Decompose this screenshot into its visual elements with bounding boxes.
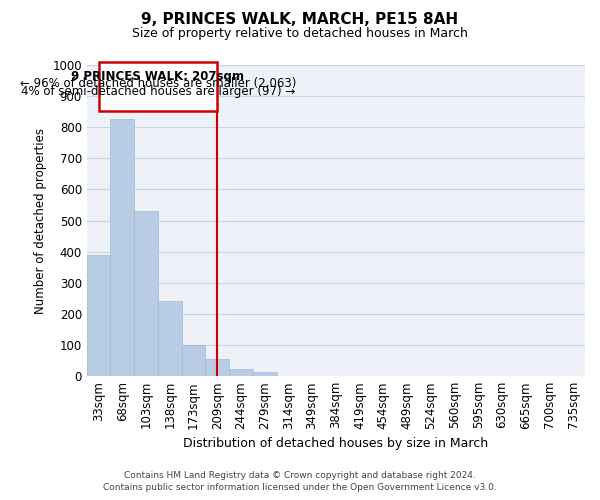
Text: ← 96% of detached houses are smaller (2,063): ← 96% of detached houses are smaller (2,… [20, 78, 296, 90]
Bar [205, 359, 229, 376]
Bar [87, 255, 110, 376]
Text: 9 PRINCES WALK: 207sqm: 9 PRINCES WALK: 207sqm [71, 70, 244, 82]
Bar [182, 345, 205, 376]
X-axis label: Distribution of detached houses by size in March: Distribution of detached houses by size … [184, 437, 488, 450]
Bar [99, 62, 217, 110]
Text: 9, PRINCES WALK, MARCH, PE15 8AH: 9, PRINCES WALK, MARCH, PE15 8AH [142, 12, 458, 28]
Y-axis label: Number of detached properties: Number of detached properties [34, 128, 47, 314]
Bar [253, 372, 277, 376]
Bar [110, 118, 134, 376]
Text: 4% of semi-detached houses are larger (97) →: 4% of semi-detached houses are larger (9… [21, 85, 295, 98]
Text: Size of property relative to detached houses in March: Size of property relative to detached ho… [132, 28, 468, 40]
Bar [134, 210, 158, 376]
Text: Contains HM Land Registry data © Crown copyright and database right 2024.
Contai: Contains HM Land Registry data © Crown c… [103, 471, 497, 492]
Bar [158, 301, 182, 376]
Bar [229, 370, 253, 376]
